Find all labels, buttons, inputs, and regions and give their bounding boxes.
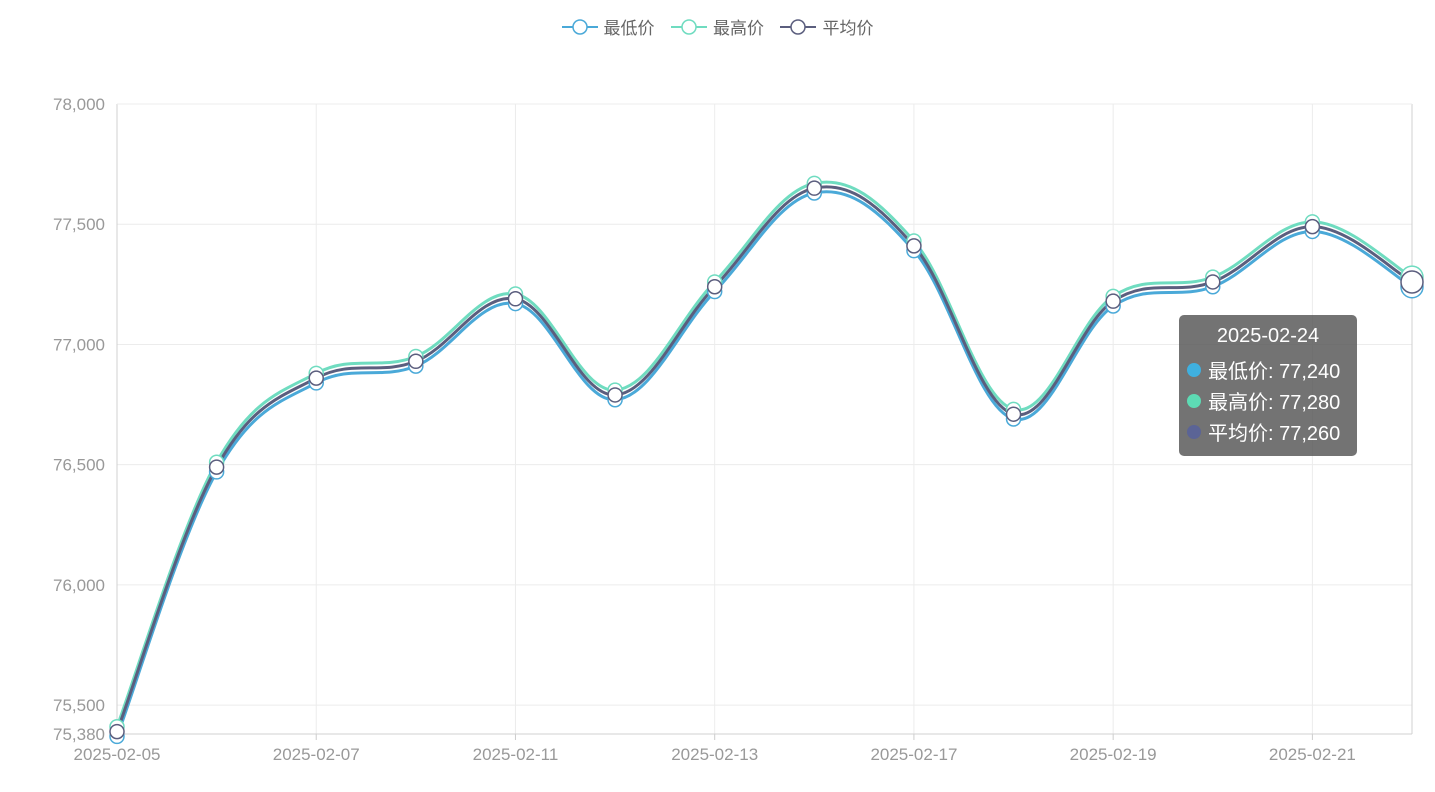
tooltip-title: 2025-02-24 [1216,325,1320,347]
y-tick-label: 75,380 [53,725,105,744]
x-tick-label: 2025-02-13 [671,745,758,764]
legend-high-icon [671,18,707,35]
tooltip-dot-low [1187,362,1201,377]
marker-avg[interactable] [408,353,424,370]
tooltip-row-avg: 平均价: 77,260 [1187,416,1349,447]
tooltip: 2025-02-24 最低价: 77,240 最高价: 77,280 平均价: … [1179,315,1357,456]
marker-avg[interactable] [1205,274,1221,290]
tooltip-dot-high [1187,393,1201,408]
legend-item-high[interactable]: 最高价 [671,14,764,39]
marker-avg[interactable] [1400,270,1424,294]
series-lines [115,180,1413,737]
x-tick-label: 2025-02-19 [1070,745,1157,764]
legend-label-low: 最低价 [603,19,655,38]
tooltip-dot-avg [1187,424,1201,439]
legend-low-icon [561,18,598,35]
y-tick-label: 76,000 [53,576,105,595]
marker-avg[interactable] [607,387,623,403]
marker-avg[interactable] [806,180,823,196]
y-tick-label: 76,500 [53,456,105,475]
marker-avg[interactable] [507,291,524,307]
y-tick-label: 75,500 [53,696,105,715]
tooltip-text-high: 最高价: 77,280 [1208,392,1341,414]
legend-label-avg: 平均价 [822,19,874,38]
x-tick-label: 2025-02-11 [473,745,559,764]
marker-avg[interactable] [906,238,922,254]
marker-avg[interactable] [1105,293,1121,309]
marker-avg[interactable] [208,459,225,475]
marker-avg[interactable] [109,723,125,740]
y-tick-label: 77,000 [53,335,105,354]
x-tick-label: 2025-02-05 [74,745,161,764]
tooltip-row-high: 最高价: 77,280 [1187,385,1349,416]
x-tick-label: 2025-02-07 [273,745,360,764]
y-tick-label: 78,000 [53,95,105,114]
legend-item-low[interactable]: 最低价 [561,14,655,39]
tooltip-text-avg: 平均价: 77,260 [1208,423,1341,445]
marker-avg[interactable] [1304,218,1321,235]
marker-avg[interactable] [706,278,723,295]
y-tick-label: 77,500 [53,215,105,234]
marker-avg[interactable] [1005,406,1022,422]
legend-label-high: 最高价 [713,19,764,38]
axes: 75,380 75,500 76,000 76,500 77,000 77,500 78,0… [53,95,1413,764]
marker-avg[interactable] [308,370,324,386]
legend-item-avg[interactable]: 平均价 [780,14,873,39]
x-tick-label: 2025-02-17 [870,745,957,764]
tooltip-row-low: 最低价: 77,240 [1187,354,1349,385]
series-line-avg [115,185,1413,733]
legend-avg-icon [780,18,817,35]
legend: 最低价 最高价 平均价 [0,14,1435,42]
tooltip-text-low: 最低价: 77,240 [1208,361,1341,383]
data-markers [109,175,1424,745]
x-tick-label: 2025-02-21 [1269,745,1356,764]
